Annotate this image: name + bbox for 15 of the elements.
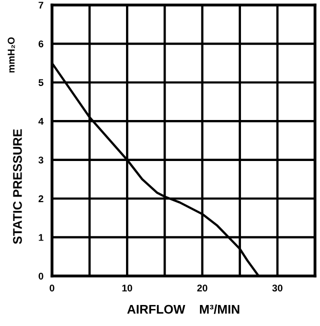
y-tick-label: 4 <box>38 118 44 125</box>
text: mmH₂O <box>8 37 15 72</box>
y-tick-label: 1 <box>38 234 44 241</box>
y-tick-label: 7 <box>38 2 44 9</box>
x-tick-label: 20 <box>197 284 208 292</box>
y-tick-label: 6 <box>38 40 44 48</box>
y-tick-label: 5 <box>38 79 44 86</box>
y-axis-title: STATIC PRESSURE <box>13 129 22 244</box>
x-tick-label: 0 <box>50 284 54 292</box>
y-tick-label: 2 <box>38 195 44 202</box>
x-axis-title: AIRFLOW M³/MIN <box>127 304 240 314</box>
y-tick-label: 0 <box>38 272 44 280</box>
y-tick-label: 3 <box>38 156 44 164</box>
x-tick-label: 30 <box>272 284 282 292</box>
x-tick-label: 10 <box>122 284 132 292</box>
